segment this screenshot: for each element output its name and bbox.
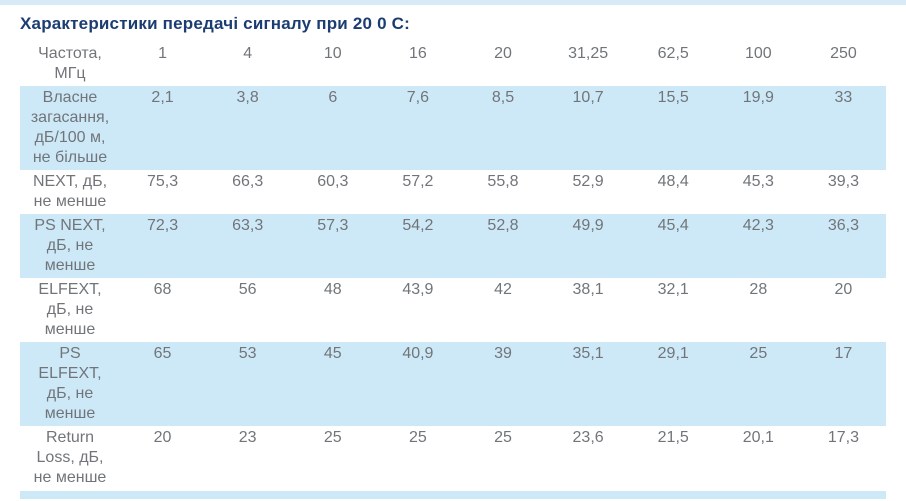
table-header-row: Частота, МГц 1 4 10 16 20 31,25 62,5 100 250 [20, 42, 886, 86]
top-divider [0, 0, 906, 5]
cell: 60,3 [317, 173, 349, 190]
cell: 25 [323, 429, 342, 446]
cell: 32,1 [657, 281, 689, 298]
cell: 2,1 [151, 89, 174, 106]
cell: 25 [408, 429, 427, 446]
cell: 56 [238, 281, 257, 298]
header-cell: 250 [830, 45, 857, 62]
row-label: PS NEXT, дБ, не менше [34, 217, 106, 274]
cell: 23,6 [572, 429, 604, 446]
table-row: PS ELFEXT, дБ, не менше 65 53 45 40,9 39 35,1 2… [20, 342, 886, 426]
row-label: ELFEXT, дБ, не менше [38, 281, 102, 338]
cell: 10,7 [572, 89, 604, 106]
cell: 52,9 [572, 173, 604, 190]
cell: 33 [834, 89, 853, 106]
cell: 39,3 [827, 173, 859, 190]
cell: 48,4 [657, 173, 689, 190]
cell: 75,3 [146, 173, 179, 190]
cell: 3,8 [236, 89, 259, 106]
cell: 23 [238, 429, 257, 446]
cell: 49,9 [572, 217, 604, 234]
cell: 7,6 [406, 89, 429, 106]
cell: 20 [834, 281, 853, 298]
table-row: PS NEXT, дБ, не менше 72,3 63,3 57,3 54,2 52,… [20, 214, 886, 278]
cell: 40,9 [402, 345, 434, 362]
signal-characteristics-table: Частота, МГц 1 4 10 16 20 31,25 62,5 100 250 Вла… [20, 42, 886, 490]
cell: 54,2 [402, 217, 434, 234]
cell: 66,3 [232, 173, 264, 190]
cell: 17,3 [827, 429, 859, 446]
row-label: NEXT, дБ, не менше [32, 173, 108, 210]
table-row: Return Loss, дБ, не менше 20 23 25 25 25 23,6 2… [20, 426, 886, 490]
cell: 53 [238, 345, 257, 362]
cell: 20,1 [742, 429, 774, 446]
header-cell: 100 [744, 45, 772, 62]
cell: 25 [749, 345, 768, 362]
header-cell: 1 [158, 45, 167, 62]
table-row: NEXT, дБ, не менше 75,3 66,3 60,3 57,2 55,8 52… [20, 170, 886, 214]
cell: 57,2 [402, 173, 434, 190]
cell: 45,4 [657, 217, 689, 234]
cell: 55,8 [487, 173, 519, 190]
cell: 42,3 [742, 217, 774, 234]
cell: 36,3 [827, 217, 859, 234]
header-cell: 10 [323, 45, 342, 62]
cell: 21,5 [657, 429, 689, 446]
header-cell: 4 [243, 45, 253, 62]
cell: 45,3 [742, 173, 774, 190]
cell: 43,9 [402, 281, 434, 298]
cell: 17 [834, 345, 853, 362]
header-cell: 20 [494, 45, 512, 62]
cell: 72,3 [146, 217, 179, 234]
cell: 39 [494, 345, 512, 362]
header-label: Частота, МГц [38, 45, 102, 82]
row-label: Return Loss, дБ, не менше [33, 429, 107, 486]
cell: 42 [494, 281, 512, 298]
cell: 65 [153, 345, 172, 362]
table-row: Власне загасання, дБ/100 м, не більше 2,1… [20, 86, 886, 170]
row-label: Власне загасання, дБ/100 м, не більше [30, 89, 110, 166]
cell: 8,5 [491, 89, 515, 106]
cell: 28 [749, 281, 768, 298]
cell: 63,3 [232, 217, 264, 234]
page-title: Характеристики передачі сигналу при 20 0… [20, 14, 411, 33]
cell: 57,3 [317, 217, 349, 234]
cutoff-row-highlight [20, 491, 886, 499]
header-cell: 62,5 [657, 45, 689, 62]
table-body: Власне загасання, дБ/100 м, не більше 2,1… [20, 86, 886, 490]
cell: 52,8 [487, 217, 519, 234]
header-cell: 31,25 [568, 45, 609, 62]
cell: 15,5 [657, 89, 689, 106]
cell: 6 [328, 89, 338, 106]
cell: 25 [494, 429, 512, 446]
header-cell: 16 [408, 45, 427, 62]
cell: 38,1 [572, 281, 604, 298]
cell: 68 [153, 281, 172, 298]
cell: 45 [323, 345, 342, 362]
cell: 35,1 [572, 345, 604, 362]
cell: 48 [323, 281, 342, 298]
row-label: PS ELFEXT, дБ, не менше [38, 345, 102, 422]
cell: 29,1 [657, 345, 689, 362]
cell: 19,9 [742, 89, 774, 106]
cell: 20 [153, 429, 172, 446]
table-row: ELFEXT, дБ, не менше 68 56 48 43,9 42 38,1 32,1… [20, 278, 886, 342]
